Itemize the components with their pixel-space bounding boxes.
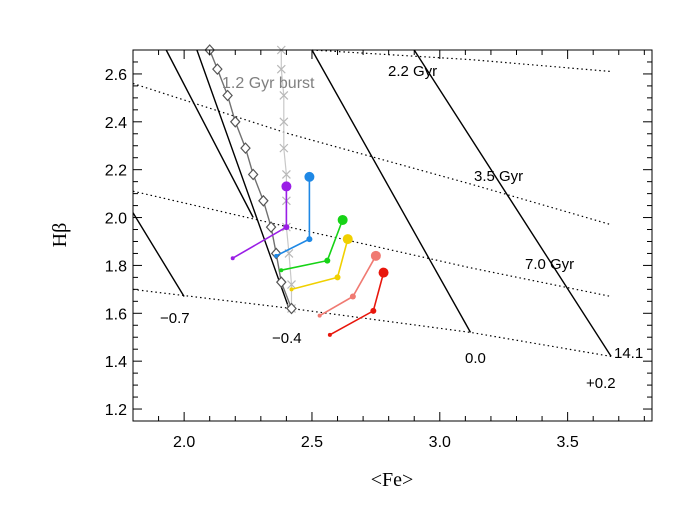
burst-cross-marker	[279, 117, 289, 127]
y-tick-label: 2.4	[105, 115, 127, 132]
metallicity-label-00: 0.0	[465, 350, 486, 367]
burst-cross-marker	[276, 64, 286, 74]
series-red-point	[378, 267, 389, 278]
metallicity-line	[311, 49, 612, 73]
x-axis-title: <Fe>	[371, 469, 414, 491]
y-tick-label: 1.4	[105, 354, 127, 371]
y-tick-label: 2.0	[105, 211, 127, 228]
series-salmon-line	[319, 255, 377, 317]
y-tick-label: 1.6	[105, 306, 127, 323]
series-green-point	[279, 268, 284, 273]
x-tick-label: 3.5	[557, 434, 579, 451]
age-line	[132, 212, 185, 297]
series-blue-point	[274, 253, 279, 258]
series-yellow-line	[291, 238, 349, 291]
series-salmon-point	[317, 313, 322, 318]
series-red-point	[370, 307, 377, 314]
age-label-2-2: 2.2 Gyr	[388, 63, 437, 80]
burst-diamond-marker	[270, 247, 282, 260]
burst-diamond-marker	[258, 194, 269, 207]
y-tick-label: 2.2	[105, 163, 127, 180]
age-label-7-0: 7.0 Gyr	[525, 256, 574, 273]
burst-diamond-marker	[222, 89, 233, 102]
burst-diamond-marker	[240, 142, 251, 155]
series-yellow-point	[289, 287, 294, 292]
series-green-point	[337, 214, 348, 225]
series-purple-line	[232, 186, 288, 259]
age-line	[413, 49, 612, 357]
metallicity-line	[132, 190, 612, 298]
burst-diamond-marker	[265, 221, 277, 234]
burst-cross-marker	[279, 91, 289, 100]
age-line	[165, 49, 254, 218]
series-salmon-point	[349, 293, 356, 300]
y-axis-title: Hβ	[49, 223, 71, 248]
metallicity-label-m04: −0.4	[272, 330, 302, 347]
series-red-point	[327, 332, 332, 337]
series-blue-line	[275, 176, 311, 257]
series-purple-point	[230, 256, 235, 261]
age-line	[196, 49, 290, 309]
burst-label: 1.2 Gyr burst	[222, 75, 315, 92]
series-red-line	[329, 272, 385, 336]
y-tick-label: 1.2	[105, 402, 127, 419]
series-purple-point	[283, 224, 290, 231]
series-salmon-point	[370, 250, 381, 261]
y-tick-label: 2.6	[105, 67, 127, 84]
series-yellow-point	[342, 234, 353, 245]
series-green-point	[324, 257, 331, 264]
burst-diamond-marker	[229, 115, 241, 128]
plot-frame	[132, 49, 653, 422]
burst-diamond-marker	[247, 168, 259, 181]
x-tick-label: 3.0	[429, 434, 451, 451]
metallicity-label-m07: −0.7	[160, 310, 190, 327]
series-yellow-point	[334, 274, 341, 281]
age-label-14-1: 14.1	[614, 345, 643, 362]
age-label-3-5: 3.5 Gyr	[474, 168, 523, 185]
burst-diamond-marker	[212, 63, 223, 76]
series-blue-point	[306, 236, 313, 243]
metallicity-line	[132, 288, 612, 357]
metallicity-line	[132, 82, 612, 226]
series-green-line	[281, 219, 344, 271]
x-tick-label: 2.5	[301, 434, 323, 451]
burst-cross-marker	[279, 143, 289, 153]
series-purple-point	[281, 181, 292, 192]
x-tick-label: 2.0	[173, 434, 195, 451]
burst-cross-marker	[287, 280, 296, 289]
y-tick-label: 1.8	[105, 258, 127, 275]
burst-diamond-marker	[275, 276, 287, 289]
series-blue-point	[304, 171, 315, 182]
burst-diamond-marker	[286, 302, 297, 315]
burst-cross-marker	[281, 170, 291, 179]
metallicity-label-p02: +0.2	[586, 375, 616, 392]
age-line	[311, 49, 472, 333]
